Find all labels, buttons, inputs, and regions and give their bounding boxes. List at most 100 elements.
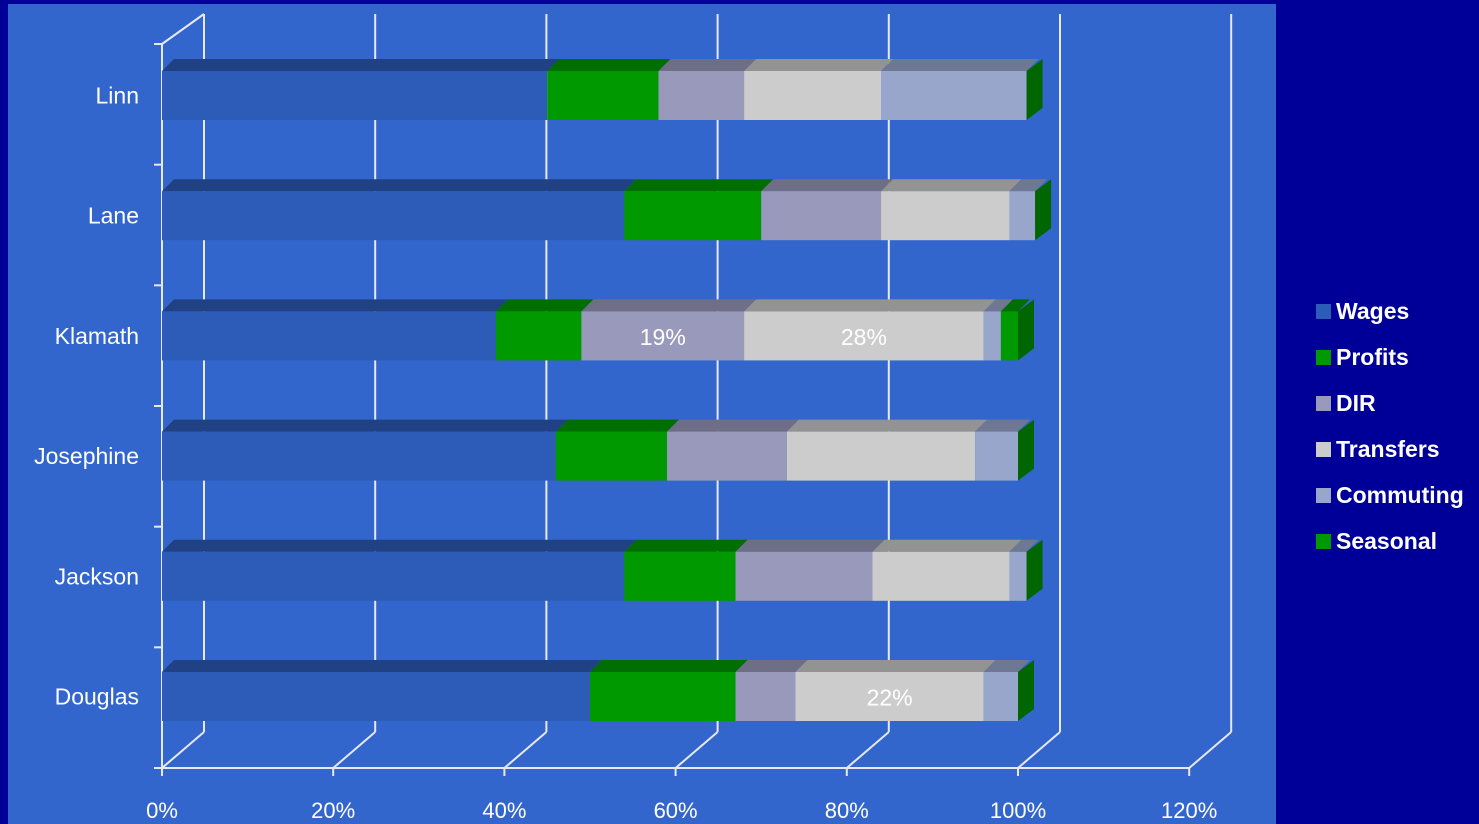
category-label: Jackson [55,563,139,589]
bar-top-commuting [983,299,1013,312]
bar-end-face [1018,419,1034,481]
legend-item-seasonal: Seasonal [1316,518,1464,564]
bar-segment-dir [581,311,745,361]
bar-segment-transfers [744,311,984,361]
legend-swatch-profits [1316,349,1331,365]
bar-segment-commuting [983,311,1001,361]
bar-segment-dir [667,431,787,481]
bar-segment-profits [555,431,668,481]
data-label: 28% [841,324,887,350]
legend-swatch-commuting [1316,487,1331,503]
legend-label-commuting: Commuting [1336,481,1464,508]
bar-top-wages [162,419,568,432]
category-label: Linn [96,83,139,109]
bar-top-wages [162,59,560,71]
bar-segment-commuting [1009,191,1036,241]
bar-segment-transfers [786,431,976,481]
bar-chart: 0% 20% 40% 60% 80% 100% 120% Linn Lane Klamath Jos… [34,13,1233,823]
bar-segment-profits [590,672,736,721]
axis-depth-line [161,13,205,45]
bar-top-dir [581,299,757,312]
bar-end-face [1035,179,1052,241]
bar-segment-wages [162,672,590,721]
bar-segment-transfers [881,191,1010,241]
chart-area: 0% 20% 40% 60% 80% 100% 120% Linn Lane Klamath Jos… [8,4,1276,824]
legend-swatch-dir [1316,395,1331,411]
bar-segment-profits [495,311,582,361]
bar-top-profits [590,660,748,672]
bar-top-dir [735,660,808,672]
x-tick-label: 80% [825,798,869,823]
bar-segment-dir [735,672,796,721]
bar-top-transfers [744,299,996,312]
bar-top-dir [761,179,894,192]
bar-top-wages [162,539,637,552]
bar-top-dir [735,539,885,552]
legend-label-transfers: Transfers [1336,435,1440,462]
legend-label-wages: Wages [1336,297,1410,324]
bar-end-face [1026,539,1043,601]
bar-segment-wages [162,191,625,241]
bar-segment-dir [735,551,873,601]
bar-top-wages [162,179,637,192]
legend-item-commuting: Commuting [1316,472,1464,518]
bar-segment-dir [761,191,882,241]
category-label: Klamath [55,323,139,349]
bar-end-face [1026,59,1043,120]
gridline-floor [161,731,205,769]
bar-top-transfers [795,660,996,672]
gridline-floor [1017,731,1061,769]
gridline-floor [1188,731,1232,769]
x-tick-label: 100% [990,798,1046,823]
bar-segment-commuting [975,431,1018,481]
bar-top-commuting [1009,179,1048,192]
legend-item-transfers: Transfers [1316,426,1464,472]
bar-segment-wages [162,311,496,361]
bar-top-profits [547,59,671,71]
bar-top-commuting [1009,539,1039,552]
bar-end-face [1018,299,1034,361]
bar-segment-profits [624,191,762,241]
data-label: 22% [867,685,913,711]
category-label: Douglas [55,684,139,710]
data-label: 19% [640,324,686,350]
bar-top-profits [555,419,680,432]
bar-segment-transfers [795,672,984,721]
legend: Wages Profits DIR Transfers Commuting Se… [1316,288,1464,564]
bar-top-dir [658,59,757,71]
bar-top-transfers [744,59,894,71]
bar-segment-seasonal [1000,311,1018,361]
bar-top-commuting [975,419,1030,432]
bar-top-wages [162,299,508,312]
bar-top-profits [624,179,774,192]
x-tick-label: 0% [146,798,178,823]
bar-top-transfers [881,179,1022,192]
legend-item-wages: Wages [1316,288,1464,334]
gridline-floor [846,731,890,769]
bar-segment-wages [162,431,556,481]
bar-segment-profits [547,71,659,120]
x-tick-label: 40% [482,798,526,823]
bar-top-wages [162,660,602,672]
x-tick-label: 20% [311,798,355,823]
bar-top-profits [495,299,594,312]
bar-segment-profits [624,551,736,601]
gridline-floor [503,731,548,769]
bar-segment-transfers [744,71,882,120]
bar-top-commuting [881,59,1039,71]
legend-swatch-wages [1316,303,1331,319]
bar-segment-wages [162,551,625,601]
x-tick-label: 120% [1161,798,1217,823]
bar-top-profits [624,539,748,552]
bar-top-dir [667,419,799,432]
bar-segment-commuting [881,71,1027,120]
x-tick-label: 60% [654,798,698,823]
bar-top-commuting [983,660,1030,672]
bar-segment-commuting [1009,551,1027,601]
bar-segment-dir [658,71,745,120]
category-label: Josephine [34,443,139,469]
legend-label-profits: Profits [1336,343,1409,370]
legend-item-dir: DIR [1316,380,1464,426]
bar-end-face [1018,660,1034,721]
gridline-floor [332,731,376,769]
